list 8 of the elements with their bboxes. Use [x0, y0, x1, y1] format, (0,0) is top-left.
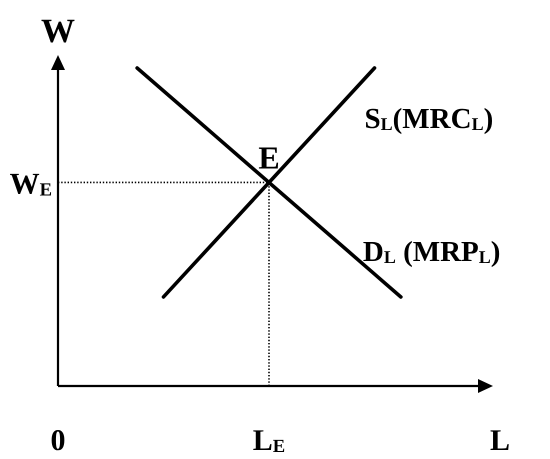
ref-line-label: W$_{E}$ [10, 167, 52, 201]
x-axis-title: L [490, 424, 510, 457]
x-tick-label: 0 [50, 424, 66, 457]
series-label: D$_{L}$ (MRP$_{L}$) [362, 236, 500, 268]
annotation: E [258, 139, 280, 176]
y-axis-title: W [41, 13, 75, 50]
x-tick-label: L$_{E}$ [252, 424, 286, 458]
series-label: S$_{L}$(MRC$_{L}$) [364, 103, 494, 135]
